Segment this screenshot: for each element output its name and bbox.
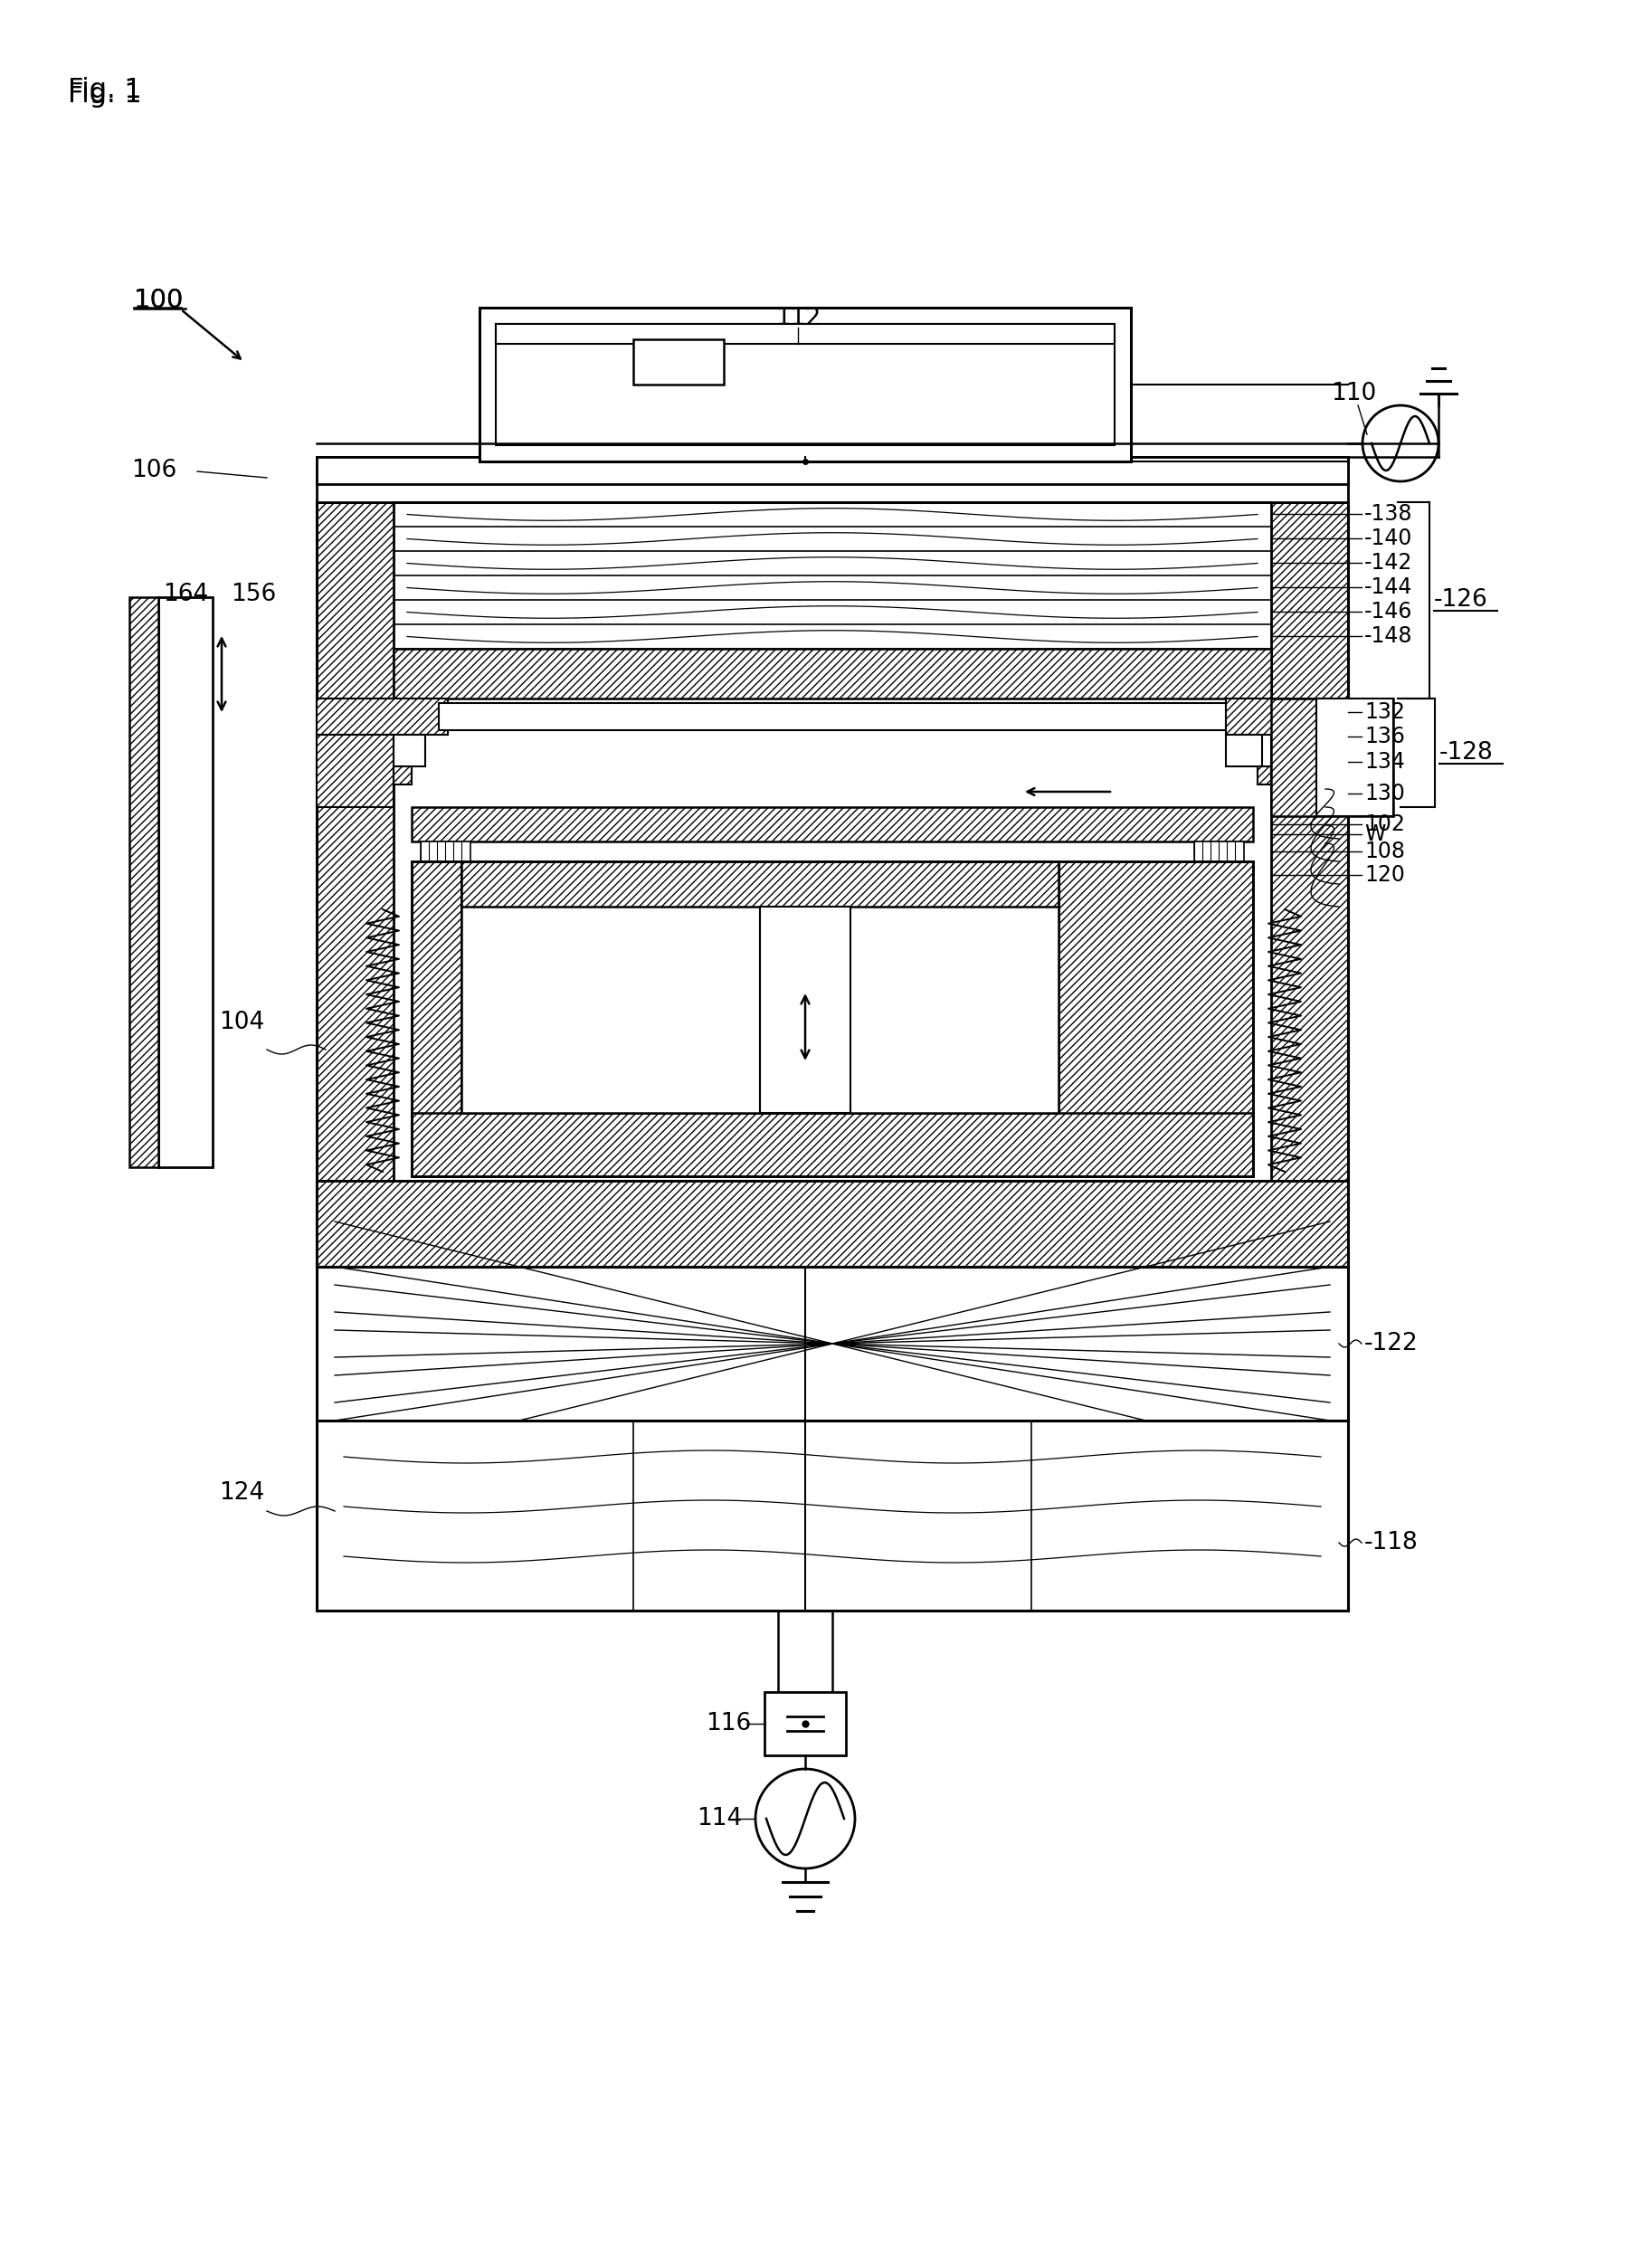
Bar <box>1194 840 1244 861</box>
Text: -126: -126 <box>1434 588 1488 611</box>
Text: 134: 134 <box>1365 750 1404 773</box>
Bar <box>461 861 1059 1113</box>
Bar <box>411 1113 1252 1176</box>
Text: W: W <box>1365 822 1386 845</box>
Bar <box>1270 698 1393 816</box>
Bar <box>411 807 1252 840</box>
Text: 132: 132 <box>1365 701 1404 723</box>
Text: -140: -140 <box>1365 527 1412 550</box>
Text: 124: 124 <box>218 1480 264 1505</box>
Text: 102: 102 <box>1365 813 1404 836</box>
Bar <box>461 861 1059 906</box>
Text: 100: 100 <box>134 288 183 313</box>
Bar <box>1270 734 1348 807</box>
Text: 116: 116 <box>705 1712 752 1735</box>
Bar <box>159 597 213 1167</box>
Text: Fig. 1: Fig. 1 <box>68 77 142 104</box>
Text: 108: 108 <box>1365 840 1404 863</box>
Bar <box>393 734 425 766</box>
Text: 112: 112 <box>775 306 821 331</box>
Text: 106: 106 <box>131 460 177 482</box>
Text: -122: -122 <box>1365 1332 1419 1356</box>
Bar <box>317 1181 1348 1266</box>
Bar <box>393 502 1270 649</box>
Bar <box>393 649 1270 698</box>
Bar <box>317 734 393 807</box>
Text: 156: 156 <box>231 584 276 606</box>
Bar <box>496 324 1115 446</box>
Bar <box>317 1266 1348 1422</box>
Bar <box>760 906 851 1113</box>
Text: -148: -148 <box>1365 626 1412 647</box>
Bar <box>760 906 851 1113</box>
Bar <box>129 597 159 1167</box>
Text: -138: -138 <box>1365 502 1412 525</box>
Bar <box>317 502 1348 1266</box>
Bar <box>411 861 461 1176</box>
Bar <box>1226 734 1262 766</box>
Bar <box>1059 861 1252 1176</box>
Bar <box>317 457 1348 484</box>
Text: -146: -146 <box>1365 602 1412 622</box>
Bar <box>411 861 1252 1176</box>
Bar <box>317 457 1348 484</box>
Text: Fig. 1: Fig. 1 <box>68 81 142 108</box>
Bar <box>393 766 411 784</box>
Text: 110: 110 <box>1332 381 1376 406</box>
Text: -118: -118 <box>1365 1532 1419 1555</box>
Bar <box>439 703 1226 730</box>
Text: -128: -128 <box>1439 741 1493 764</box>
Bar <box>633 340 724 385</box>
Text: 100: 100 <box>134 288 183 313</box>
Bar <box>439 703 1226 730</box>
Bar <box>317 1185 1348 1266</box>
Text: 164: 164 <box>164 584 208 606</box>
Bar <box>479 309 1132 462</box>
Text: 120: 120 <box>1365 865 1404 885</box>
Bar <box>1270 502 1348 1266</box>
Text: 136: 136 <box>1365 725 1404 748</box>
Bar <box>1317 698 1393 816</box>
Text: -144: -144 <box>1365 577 1412 597</box>
Bar <box>1226 698 1348 734</box>
Text: 130: 130 <box>1365 782 1404 804</box>
Bar <box>421 840 471 861</box>
Text: -142: -142 <box>1365 552 1412 575</box>
Bar <box>496 324 1115 345</box>
Text: 114: 114 <box>697 1807 742 1829</box>
Bar <box>317 1181 1348 1266</box>
Bar <box>1257 766 1270 784</box>
Bar <box>317 457 1348 502</box>
Text: 104: 104 <box>218 1012 264 1034</box>
Bar <box>496 324 1115 345</box>
Bar <box>317 502 393 1266</box>
Bar <box>317 698 448 734</box>
Bar <box>317 1422 1348 1611</box>
Bar <box>765 1692 846 1755</box>
